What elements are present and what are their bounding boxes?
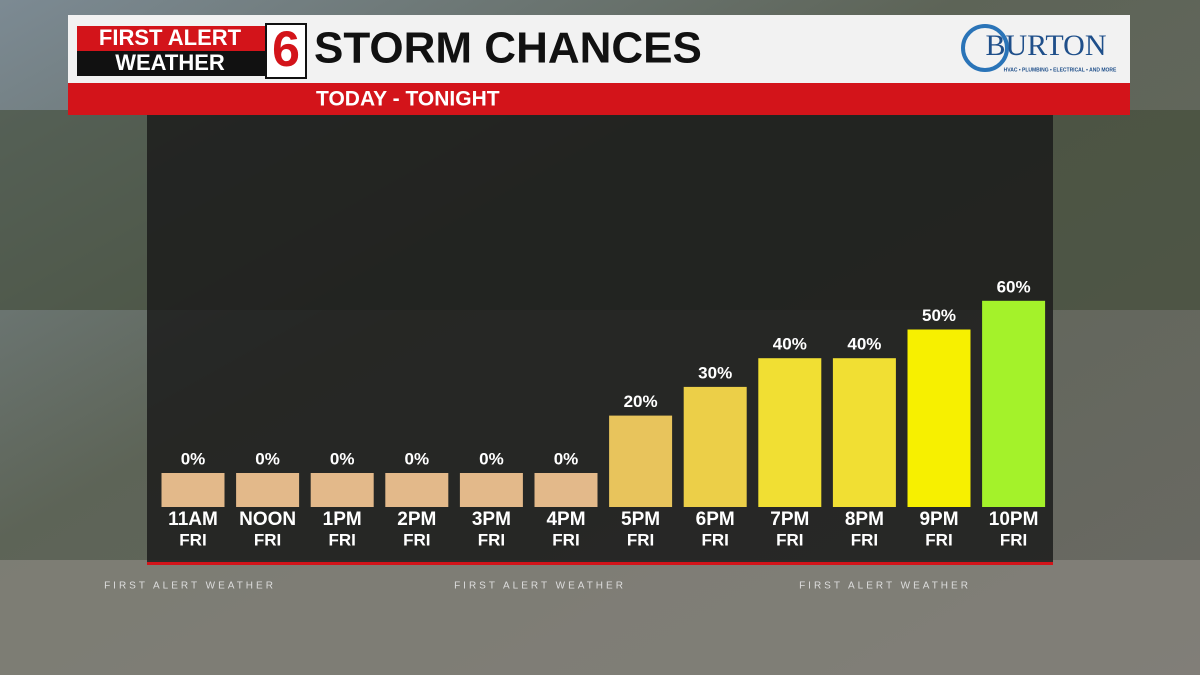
sponsor-name: BURTON xyxy=(986,29,1107,62)
bar xyxy=(982,300,1046,507)
x-tick-sublabel: FRI xyxy=(851,530,878,549)
value-label: 50% xyxy=(922,306,956,325)
x-tick-label: 2PM xyxy=(397,509,436,530)
value-label: 30% xyxy=(698,363,732,382)
footer-text: FIRST ALERT WEATHER xyxy=(454,581,626,592)
x-tick-label: 3PM xyxy=(472,509,511,530)
value-label: 40% xyxy=(847,335,881,354)
bar xyxy=(310,473,374,507)
x-tick-label: 4PM xyxy=(546,509,585,530)
bar xyxy=(236,473,300,507)
bar xyxy=(459,473,523,507)
x-tick-label: 5PM xyxy=(621,509,660,530)
value-label: 0% xyxy=(405,449,430,468)
footer-text: FIRST ALERT WEATHER xyxy=(104,581,276,592)
bar xyxy=(161,473,225,507)
value-label: 0% xyxy=(255,449,280,468)
value-label: 0% xyxy=(554,449,579,468)
x-tick-label: 10PM xyxy=(989,509,1039,530)
x-tick-sublabel: FRI xyxy=(925,530,952,549)
x-tick-sublabel: FRI xyxy=(776,530,803,549)
footer-text: FIRST ALERT WEATHER xyxy=(799,581,971,592)
logo-line1: FIRST ALERT xyxy=(99,25,242,50)
chart-title: STORM CHANCES xyxy=(314,24,702,73)
bar xyxy=(609,415,673,507)
sponsor-mark xyxy=(961,24,1009,72)
subtitle-bar xyxy=(68,83,1130,115)
value-label: 0% xyxy=(330,449,355,468)
value-label: 60% xyxy=(997,277,1031,296)
value-label: 0% xyxy=(479,449,504,468)
bar xyxy=(683,386,747,507)
x-tick-label: 11AM xyxy=(168,509,218,530)
x-tick-sublabel: FRI xyxy=(329,530,356,549)
x-tick-label: 6PM xyxy=(696,509,735,530)
x-tick-sublabel: FRI xyxy=(179,530,206,549)
x-tick-sublabel: FRI xyxy=(1000,530,1027,549)
channel-box xyxy=(265,23,307,79)
logo-top xyxy=(77,26,277,51)
bar xyxy=(385,473,449,507)
x-tick-sublabel: FRI xyxy=(403,530,430,549)
sponsor-tagline: HVAC • PLUMBING • ELECTRICAL • AND MORE xyxy=(1004,67,1117,73)
x-tick-sublabel: FRI xyxy=(254,530,281,549)
logo-line2: WEATHER xyxy=(115,50,225,75)
x-tick-sublabel: FRI xyxy=(478,530,505,549)
background-road xyxy=(0,560,1200,675)
x-tick-label: 9PM xyxy=(919,509,958,530)
bar xyxy=(534,473,598,507)
value-label: 0% xyxy=(181,449,206,468)
x-tick-sublabel: FRI xyxy=(702,530,729,549)
bar xyxy=(832,358,896,507)
channel-number: 6 xyxy=(272,21,300,77)
bar xyxy=(907,329,971,507)
x-tick-sublabel: FRI xyxy=(627,530,654,549)
value-label: 20% xyxy=(624,392,658,411)
panel-underline xyxy=(147,562,1053,565)
chart-subtitle: TODAY - TONIGHT xyxy=(316,88,500,111)
x-tick-label: NOON xyxy=(239,509,296,530)
x-tick-label: 7PM xyxy=(770,509,809,530)
x-tick-sublabel: FRI xyxy=(552,530,579,549)
logo-bottom xyxy=(77,51,277,76)
value-label: 40% xyxy=(773,335,807,354)
x-tick-label: 8PM xyxy=(845,509,884,530)
bar xyxy=(758,358,822,507)
x-tick-label: 1PM xyxy=(323,509,362,530)
